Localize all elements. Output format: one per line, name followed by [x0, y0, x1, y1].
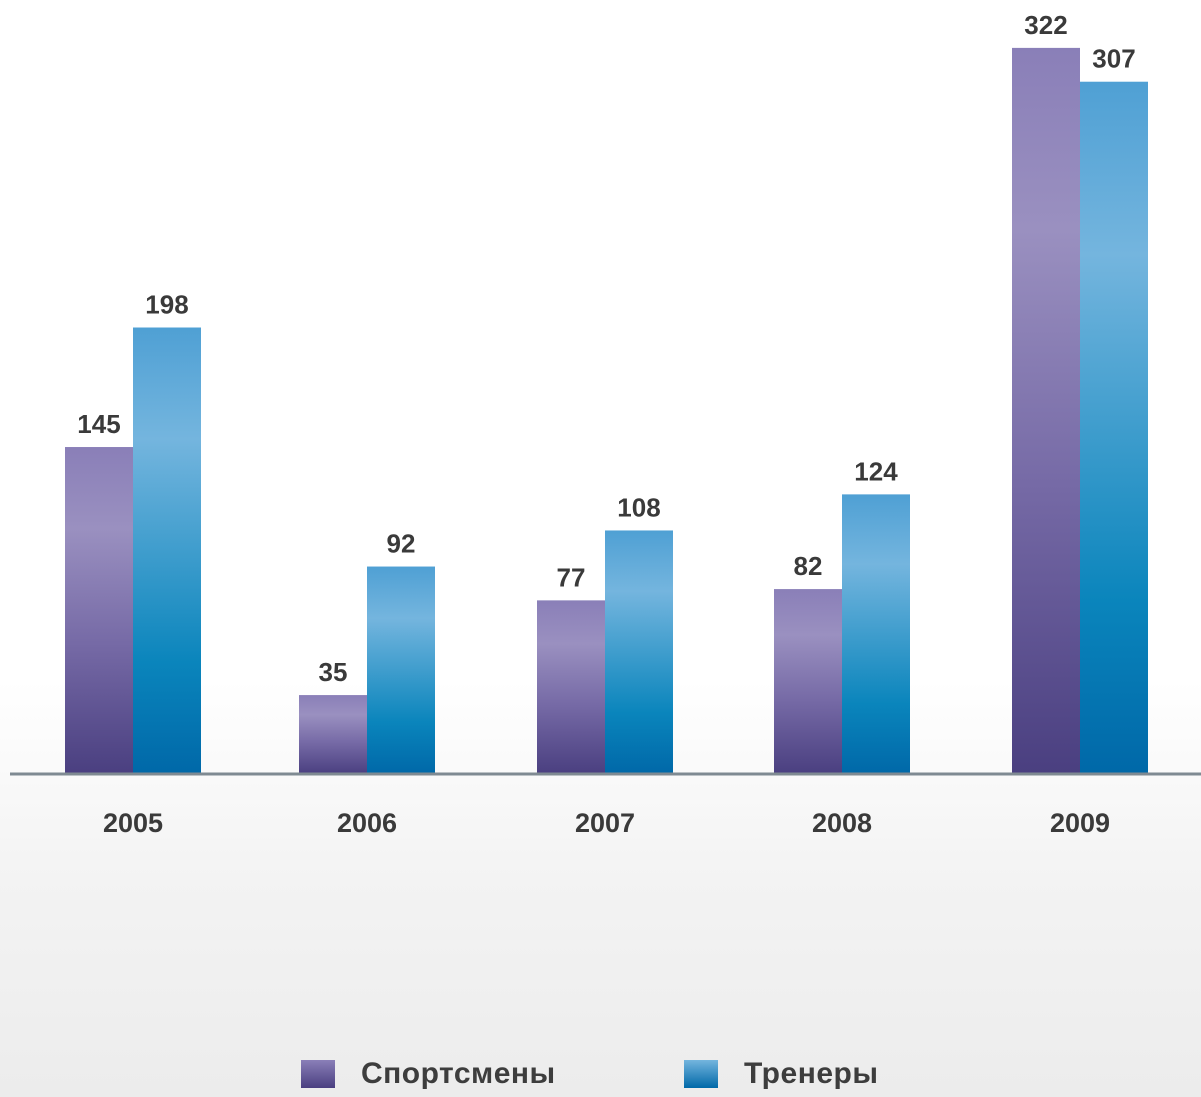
- category-label-2005: 2005: [103, 808, 163, 838]
- bar-2005-series-2: [133, 327, 201, 774]
- legend-label-series-1: Спортсмены: [361, 1057, 556, 1090]
- legend-swatch-series-1: [301, 1060, 335, 1088]
- category-label-2007: 2007: [575, 808, 635, 838]
- category-label-2008: 2008: [812, 808, 872, 838]
- category-label-2006: 2006: [337, 808, 397, 838]
- value-label-2006-series-2: 92: [387, 529, 416, 559]
- value-label-2009-series-2: 307: [1092, 44, 1135, 74]
- category-label-2009: 2009: [1050, 808, 1110, 838]
- value-label-2005-series-1: 145: [77, 409, 120, 439]
- legend-item-series-1: Спортсмены: [301, 1057, 556, 1091]
- value-labels-layer: 145 198 35 92 77 108 82 124 322 307: [77, 10, 1135, 687]
- value-label-2008-series-2: 124: [854, 456, 898, 486]
- bar-2007-series-1: [537, 600, 605, 774]
- value-label-2007-series-1: 77: [557, 562, 586, 592]
- bar-2006-series-1: [299, 695, 367, 774]
- legend-swatch-series-2: [684, 1060, 718, 1088]
- value-label-2005-series-2: 198: [145, 290, 188, 320]
- value-label-2007-series-2: 108: [617, 492, 660, 522]
- legend-label-series-2: Тренеры: [744, 1057, 879, 1090]
- category-labels-layer: 2005 2006 2007 2008 2009: [103, 808, 1110, 838]
- bar-2005-series-1: [65, 447, 133, 774]
- bar-2009-series-2: [1080, 81, 1148, 775]
- value-label-2008-series-1: 82: [794, 551, 823, 581]
- legend: Спортсмены Тренеры: [0, 1057, 1201, 1097]
- bar-2007-series-2: [605, 530, 673, 774]
- bar-2008-series-1: [774, 589, 842, 774]
- bar-2006-series-2: [367, 566, 435, 774]
- bars-layer: [65, 47, 1148, 775]
- bar-2008-series-2: [842, 494, 910, 774]
- bar-2009-series-1: [1012, 47, 1080, 774]
- legend-item-series-2: Тренеры: [684, 1057, 878, 1091]
- value-label-2006-series-1: 35: [319, 657, 348, 687]
- value-label-2009-series-1: 322: [1024, 10, 1067, 40]
